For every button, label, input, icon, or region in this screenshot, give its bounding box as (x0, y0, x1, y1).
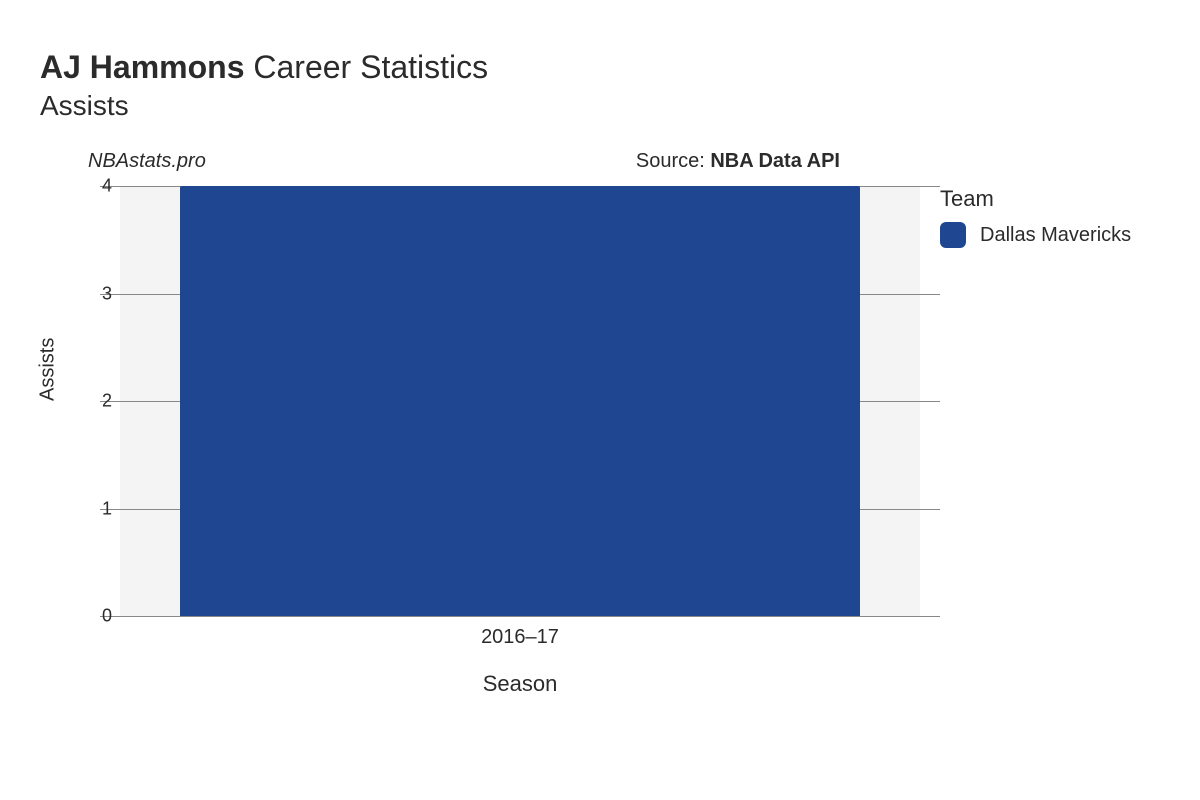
chart-area: Assists Team Dallas Mavericks 01234 2016… (40, 186, 1160, 706)
meta-row: NBAstats.pro Source: NBA Data API (40, 150, 1160, 180)
source-attribution: Source: NBA Data API (636, 150, 840, 173)
legend-title: Team (940, 186, 1131, 212)
x-tick-label: 2016–17 (481, 626, 559, 649)
y-tick-label: 2 (40, 391, 112, 412)
title-suffix: Career Statistics (245, 49, 489, 85)
plot-area (120, 186, 920, 616)
legend-item: Dallas Mavericks (940, 222, 1131, 248)
y-tick-label: 4 (40, 176, 112, 197)
legend: Team Dallas Mavericks (940, 186, 1131, 248)
y-tick-label: 3 (40, 283, 112, 304)
watermark-text: NBAstats.pro (88, 150, 206, 173)
bar (180, 186, 860, 616)
source-name: NBA Data API (710, 150, 840, 172)
chart-title: AJ Hammons Career Statistics (40, 48, 1160, 86)
y-tick-label: 0 (40, 606, 112, 627)
title-player-name: AJ Hammons (40, 49, 245, 85)
chart-subtitle: Assists (40, 90, 1160, 122)
source-label: Source: (636, 150, 710, 172)
legend-swatch (940, 222, 966, 248)
chart-page: AJ Hammons Career Statistics Assists NBA… (0, 0, 1200, 800)
y-tick-label: 1 (40, 498, 112, 519)
gridline (100, 616, 940, 617)
legend-item-label: Dallas Mavericks (980, 224, 1131, 247)
x-axis-label: Season (483, 671, 558, 697)
